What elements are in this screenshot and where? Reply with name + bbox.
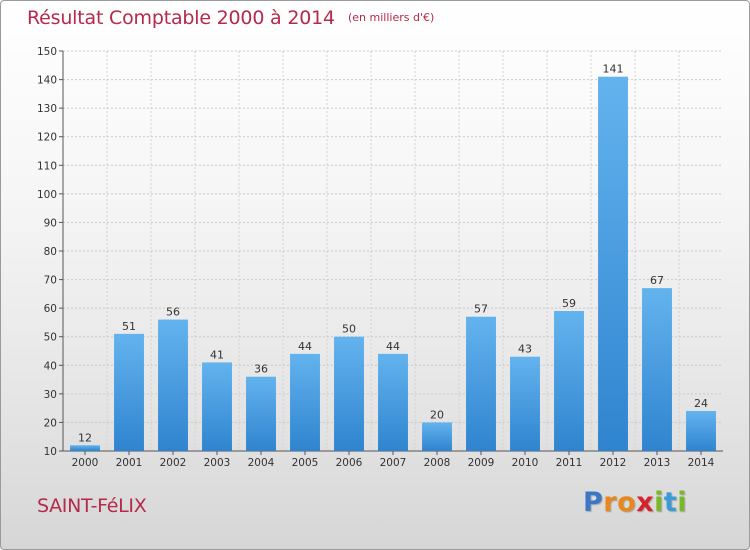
bar-2014 bbox=[686, 411, 716, 451]
bars bbox=[70, 76, 716, 451]
logo-letter: P bbox=[583, 487, 604, 518]
data-label-2009: 57 bbox=[474, 303, 488, 316]
data-label-2003: 41 bbox=[210, 348, 224, 361]
proxiti-logo: Proxiti bbox=[583, 487, 687, 518]
data-label-2002: 56 bbox=[166, 306, 180, 319]
data-label-2007: 44 bbox=[386, 340, 400, 353]
logo-letter: o bbox=[617, 487, 637, 518]
data-label-2014: 24 bbox=[694, 397, 708, 410]
bar-2005 bbox=[290, 353, 320, 451]
logo-letter: x bbox=[636, 487, 655, 518]
bar-2010 bbox=[510, 356, 540, 451]
x-tick-label-2011: 2011 bbox=[556, 457, 583, 469]
y-tick-label: 10 bbox=[44, 446, 57, 458]
x-tick-label-2010: 2010 bbox=[512, 457, 539, 469]
data-label-2004: 36 bbox=[254, 363, 268, 376]
axes: 10 20 30 40 50 60 70 80 90 100 110 120 130 140 150 2000… bbox=[37, 46, 723, 469]
x-tick-label-2005: 2005 bbox=[292, 457, 319, 469]
x-tick-label-2008: 2008 bbox=[424, 457, 451, 469]
data-labels: 12 51 56 41 36 44 50 44 20 57 43 59 141 67 24 bbox=[78, 63, 708, 445]
x-tick-label-2007: 2007 bbox=[380, 457, 407, 469]
y-tick-label: 130 bbox=[37, 103, 57, 115]
bar-2003 bbox=[202, 362, 232, 451]
data-label-2013: 67 bbox=[650, 274, 664, 287]
y-tick-label: 100 bbox=[37, 189, 57, 201]
data-label-2010: 43 bbox=[518, 343, 532, 356]
y-tick-label: 50 bbox=[44, 332, 57, 344]
data-label-2000: 12 bbox=[78, 431, 92, 444]
bar-2000 bbox=[70, 445, 100, 451]
commune-name: SAINT-FéLIX bbox=[37, 495, 147, 517]
bar-2009 bbox=[466, 316, 496, 451]
y-tick-label: 70 bbox=[44, 275, 57, 287]
data-label-2006: 50 bbox=[342, 323, 356, 336]
x-tick-label-2002: 2002 bbox=[160, 457, 187, 469]
logo-letter: i bbox=[654, 487, 664, 518]
y-tick-label: 120 bbox=[37, 132, 57, 144]
x-tick-label-2009: 2009 bbox=[468, 457, 495, 469]
y-tick-label: 110 bbox=[37, 160, 57, 172]
x-tick-label-2014: 2014 bbox=[688, 457, 715, 469]
x-tick-label-2001: 2001 bbox=[116, 457, 143, 469]
x-tick-label-2012: 2012 bbox=[600, 457, 627, 469]
bar-2002 bbox=[158, 319, 188, 451]
bar-2001 bbox=[114, 333, 144, 451]
bar-2004 bbox=[246, 376, 276, 451]
bar-2007 bbox=[378, 353, 408, 451]
y-tick-label: 20 bbox=[44, 417, 57, 429]
bar-2011 bbox=[554, 311, 584, 451]
data-label-2012: 141 bbox=[603, 63, 624, 76]
y-tick-label: 150 bbox=[37, 46, 57, 58]
y-tick-label: 40 bbox=[44, 360, 57, 372]
x-tick-label-2003: 2003 bbox=[204, 457, 231, 469]
y-tick-label: 60 bbox=[44, 303, 57, 315]
bar-2008 bbox=[422, 422, 452, 451]
y-tick-label: 90 bbox=[44, 217, 57, 229]
data-label-2011: 59 bbox=[562, 297, 576, 310]
y-tick-label: 140 bbox=[37, 75, 57, 87]
x-tick-label-2000: 2000 bbox=[72, 457, 99, 469]
y-tick-label: 30 bbox=[44, 389, 57, 401]
chart-title: Résultat Comptable 2000 à 2014 bbox=[27, 7, 335, 29]
x-tick-label-2006: 2006 bbox=[336, 457, 363, 469]
x-tick-label-2013: 2013 bbox=[644, 457, 671, 469]
bar-2013 bbox=[642, 288, 672, 451]
logo-letter: r bbox=[603, 487, 618, 518]
x-tick-label-2004: 2004 bbox=[248, 457, 275, 469]
data-label-2005: 44 bbox=[298, 340, 312, 353]
logo-letter: t bbox=[663, 487, 678, 518]
bar-2012 bbox=[598, 76, 628, 451]
data-label-2001: 51 bbox=[122, 320, 136, 333]
y-tick-label: 80 bbox=[44, 246, 57, 258]
chart-title-block: Résultat Comptable 2000 à 2014 (en milli… bbox=[27, 7, 434, 29]
data-label-2008: 20 bbox=[430, 408, 444, 421]
logo-letter: i bbox=[677, 487, 688, 518]
chart-subtitle: (en milliers d'€) bbox=[347, 11, 435, 24]
bar-2006 bbox=[334, 336, 364, 451]
